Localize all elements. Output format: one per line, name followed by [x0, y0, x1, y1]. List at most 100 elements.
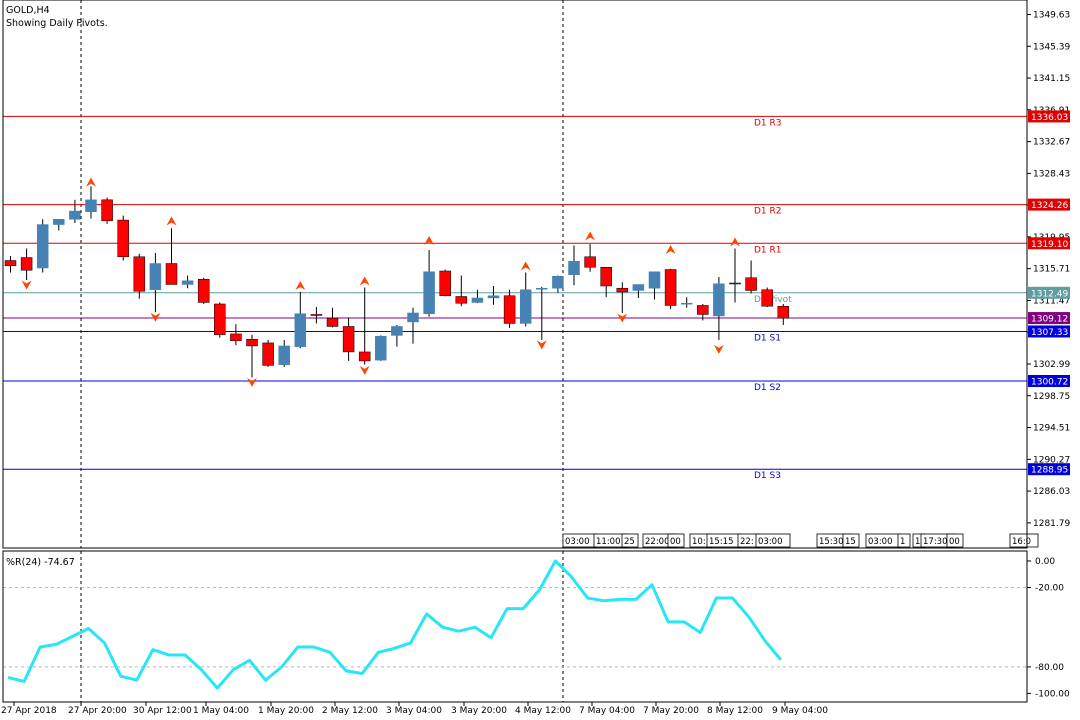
candle-body[interactable]: [4, 260, 17, 267]
candle-body[interactable]: [407, 312, 419, 323]
candle-body[interactable]: [375, 335, 387, 361]
candle-body[interactable]: [697, 305, 709, 315]
candle-body[interactable]: [342, 326, 355, 353]
candle-body[interactable]: [680, 302, 693, 305]
osc-tick-label: -20.00: [1035, 583, 1064, 593]
time-label-box: [755, 533, 791, 548]
main-grid: 03:00 11:00 25 22:00 00 10: 15:15 22: 03:00 15:30…: [80, 0, 1039, 702]
candle-body[interactable]: [214, 303, 226, 335]
indicator-subtitle: Showing Daily Pivots.: [6, 18, 108, 29]
candle-body[interactable]: [197, 278, 210, 303]
time-label-box: [897, 533, 911, 548]
candle-body[interactable]: [101, 199, 113, 222]
time-label-text: 11:00: [596, 537, 621, 547]
chart-frame: [2, 0, 1028, 703]
candle-body[interactable]: [761, 289, 773, 307]
candle-body[interactable]: [648, 271, 661, 289]
candle-body[interactable]: [391, 326, 403, 336]
fractal-up-arrow: [585, 231, 596, 241]
x-tick-label: 4 May 12:00: [515, 706, 571, 716]
price-tag-text: 1336.03: [1031, 113, 1068, 123]
candle-body[interactable]: [664, 269, 677, 306]
williams-r-oscillator: [3, 559, 1027, 690]
fractal-down-arrow: [150, 312, 161, 322]
candle-body[interactable]: [552, 275, 564, 289]
fractal-down-arrow: [21, 280, 32, 290]
candle-body[interactable]: [230, 333, 242, 341]
candle-body[interactable]: [149, 263, 162, 290]
candle-body[interactable]: [455, 296, 468, 304]
candle-body[interactable]: [713, 283, 725, 317]
y-tick-label: 1298.75: [1033, 392, 1070, 402]
pivot-level-label: D1 S3: [754, 471, 781, 481]
candle-body[interactable]: [358, 351, 371, 362]
main-pane-border: [2, 0, 1028, 549]
y-tick-label: 1328.43: [1033, 169, 1070, 179]
candle-body[interactable]: [471, 297, 484, 303]
time-label-text: 22:00: [645, 537, 670, 547]
candle-body[interactable]: [536, 287, 548, 290]
candle-body[interactable]: [262, 342, 274, 366]
price-tags: 1336.03 1324.26 1319.10 1312.49 1309.12 1307.…: [1028, 110, 1070, 476]
axes: 1349.631345.391341.151336.911332.671328.…: [1, 11, 1070, 716]
price-tag-text: 1312.49: [1031, 289, 1068, 299]
candle-body[interactable]: [745, 277, 757, 291]
candle-body[interactable]: [600, 267, 612, 287]
time-label-text: 00: [949, 537, 960, 547]
candle-body[interactable]: [423, 271, 435, 314]
candle-body[interactable]: [326, 317, 339, 327]
y-tick-label: 1315.71: [1033, 265, 1070, 275]
candle-body[interactable]: [246, 338, 258, 347]
price-tag: [1028, 325, 1070, 338]
time-label-box: [621, 533, 639, 548]
candle-body[interactable]: [616, 287, 629, 293]
time-label-text: 10:: [692, 537, 706, 547]
candle-body[interactable]: [20, 257, 33, 271]
candle-body[interactable]: [294, 313, 307, 347]
x-tick-label: 1 May 04:00: [193, 706, 249, 716]
fractal-up-arrow: [295, 280, 306, 290]
candle-body[interactable]: [117, 219, 129, 258]
candle-body[interactable]: [439, 270, 451, 296]
time-label-text: 15: [845, 537, 856, 547]
y-tick-label: 1311.47: [1033, 296, 1070, 306]
candle-body[interactable]: [85, 199, 97, 213]
candle-body[interactable]: [133, 256, 146, 292]
fractal-down-arrow: [247, 377, 257, 387]
candle-body[interactable]: [181, 280, 194, 285]
fractal-up-arrow: [665, 245, 676, 255]
price-tag: [1028, 374, 1070, 387]
candle-body[interactable]: [310, 314, 323, 316]
candle-body[interactable]: [568, 261, 580, 275]
candle-body[interactable]: [729, 282, 741, 285]
candles[interactable]: [4, 186, 790, 378]
price-tag-text: 1300.72: [1031, 377, 1068, 387]
time-label-box: [946, 533, 964, 548]
pivot-level-label: D1 Pivot: [754, 295, 792, 305]
candle-body[interactable]: [487, 295, 500, 299]
x-tick-label: 9 May 04:00: [772, 706, 828, 716]
y-tick-label: 1290.27: [1033, 455, 1070, 465]
candle-body[interactable]: [278, 345, 290, 365]
x-tick-label: 3 May 20:00: [451, 706, 507, 716]
candle-body[interactable]: [36, 224, 49, 269]
candle-body[interactable]: [632, 284, 645, 291]
y-tick-label: 1341.15: [1033, 74, 1070, 84]
candle-body[interactable]: [503, 295, 516, 324]
time-label-text: 25: [624, 537, 635, 547]
candle-body[interactable]: [165, 263, 178, 285]
fractals: [21, 177, 740, 387]
pivot-level-label: D1 R1: [754, 245, 782, 255]
price-tag: [1028, 198, 1070, 211]
candle-body[interactable]: [777, 305, 790, 319]
candle-body[interactable]: [53, 219, 65, 225]
fractal-up-arrow: [166, 216, 177, 226]
candle-body[interactable]: [584, 256, 596, 268]
x-tick-label: 1 May 20:00: [258, 706, 314, 716]
fractal-up-arrow: [86, 177, 96, 187]
candle-body[interactable]: [519, 289, 532, 324]
candle-body[interactable]: [69, 210, 81, 220]
time-label-text: 15:30: [819, 537, 844, 547]
price-tag-text: 1324.26: [1031, 201, 1068, 211]
